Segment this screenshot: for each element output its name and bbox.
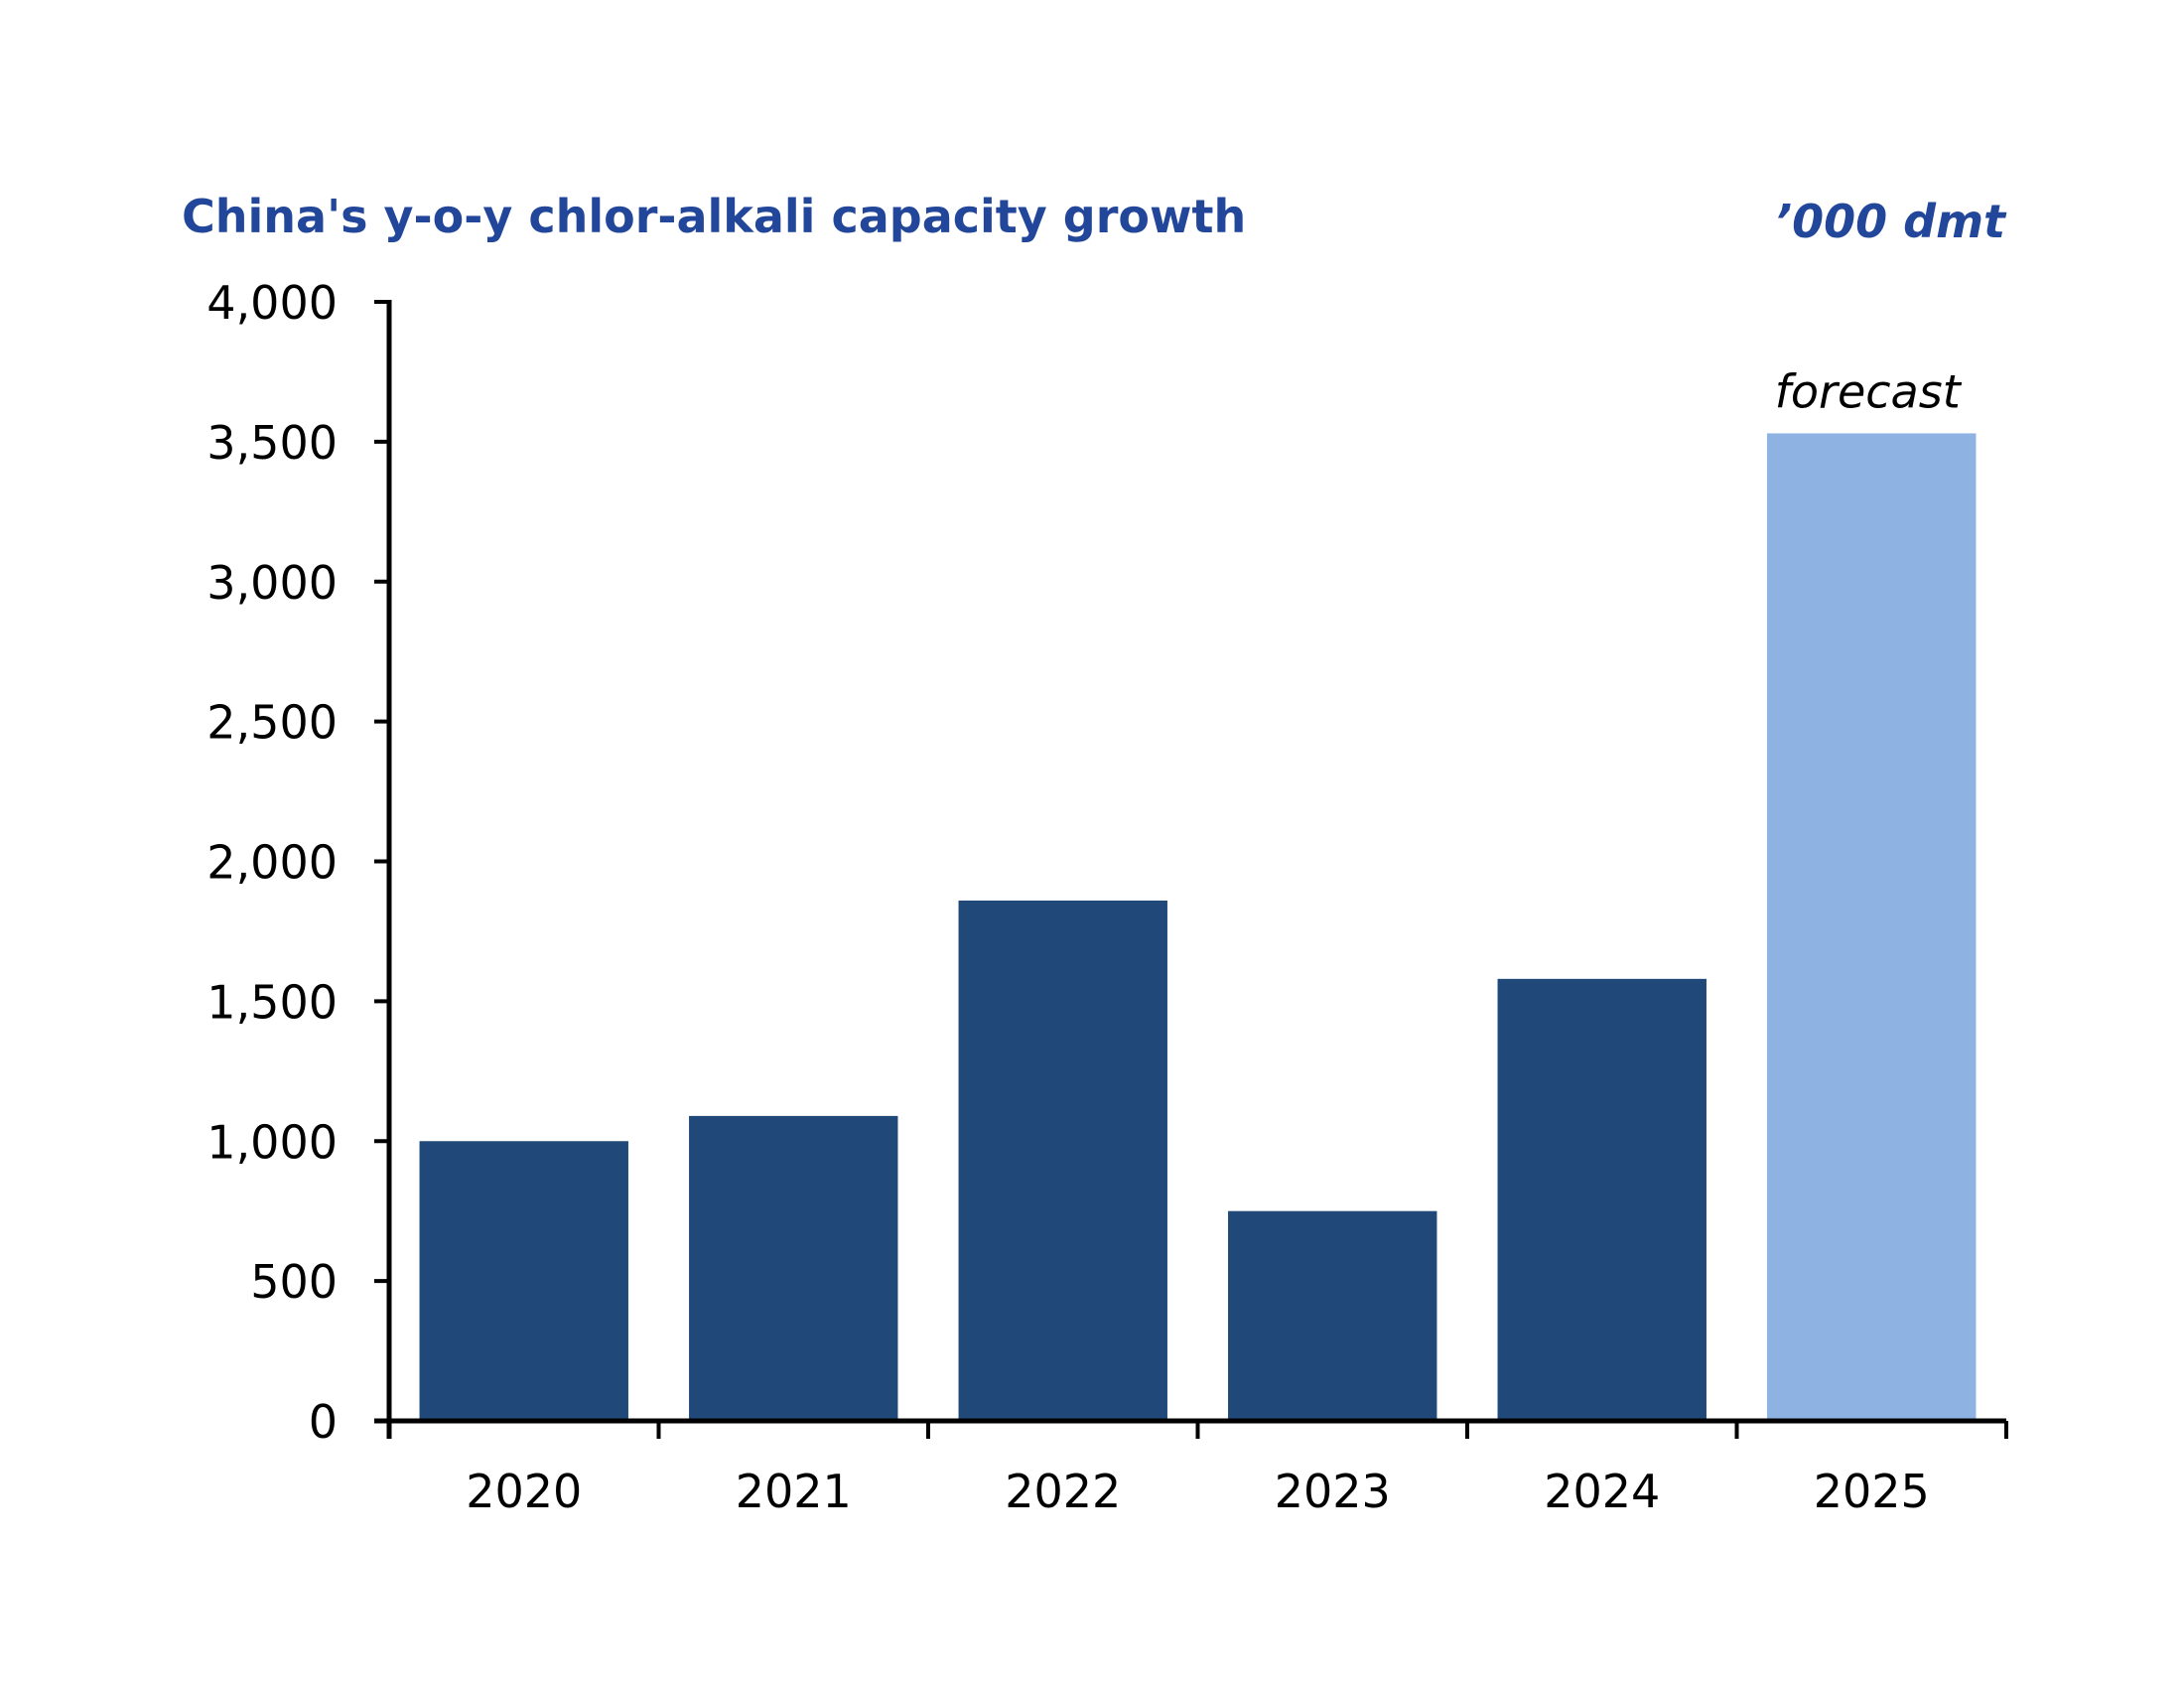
x-axis: 2020 2021 2022 2023 2024 2025	[374, 1418, 2008, 1518]
x-tick-label: 2022	[1005, 1465, 1121, 1518]
bars-group	[419, 433, 1977, 1421]
x-tick-label: 2021	[736, 1465, 852, 1518]
bar-2021	[689, 1115, 898, 1421]
bar-2024	[1497, 978, 1706, 1421]
unit-label: ’000 dmt	[1775, 195, 2007, 248]
x-tick-label: 2024	[1544, 1465, 1660, 1518]
bar-2023	[1228, 1210, 1437, 1421]
x-tick-label: 2025	[1814, 1465, 1930, 1518]
forecast-annotation: forecast	[1775, 364, 1963, 418]
y-tick-label: 4,000	[206, 276, 338, 330]
y-axis: 0 500 1,000 1,500 2,000 2,500 3,000 3,500 4,000	[206, 276, 392, 1449]
y-tick-label: 0	[309, 1395, 338, 1449]
y-tick-label: 1,000	[206, 1115, 338, 1169]
y-tick-label: 2,000	[206, 836, 338, 890]
annotations: forecast	[1775, 364, 1963, 418]
y-tick-label: 3,000	[206, 556, 338, 610]
y-tick-label: 1,500	[206, 975, 338, 1029]
bar-2020	[419, 1141, 628, 1421]
y-tick-label: 2,500	[206, 696, 338, 750]
y-tick-label: 3,500	[206, 416, 338, 470]
bar-2025	[1767, 433, 1977, 1421]
x-tick-label: 2020	[466, 1465, 582, 1518]
y-tick-label: 500	[250, 1255, 338, 1309]
chart-title: China's y-o-y chlor-alkali capacity grow…	[182, 190, 1246, 243]
bar-2022	[958, 900, 1167, 1421]
x-tick-label: 2023	[1275, 1465, 1391, 1518]
